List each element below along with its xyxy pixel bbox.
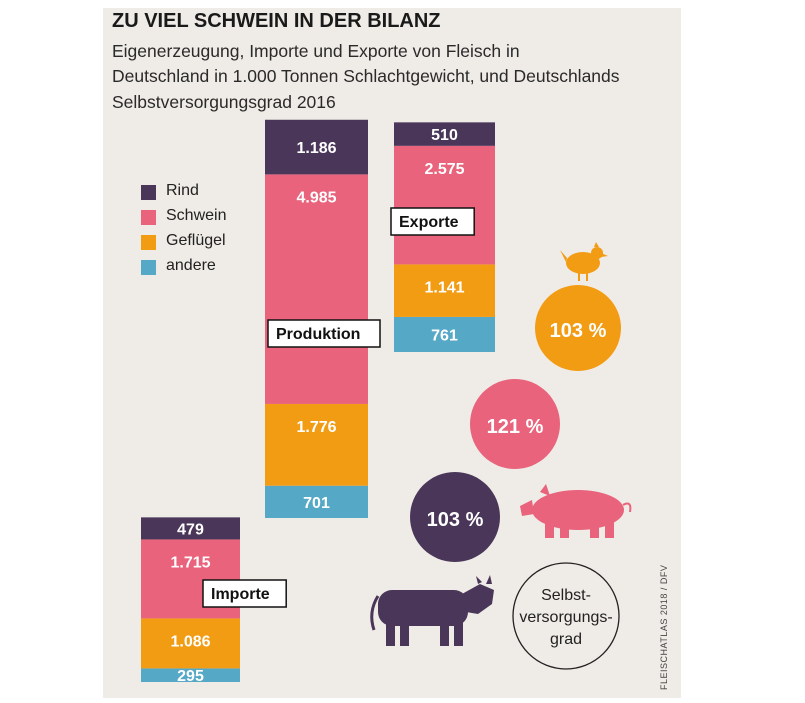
bar-produktion-schwein xyxy=(265,174,368,404)
value-label-importe-schwein: 1.715 xyxy=(170,554,210,571)
self-sufficiency-value-rind: 103 % xyxy=(427,509,484,531)
legend-swatch-andere xyxy=(141,260,156,275)
category-label-produktion: Produktion xyxy=(267,319,381,348)
self-sufficiency-rind: 103 % xyxy=(410,472,500,562)
bar-produktion-geflügel xyxy=(265,403,368,486)
svg-text:Produktion: Produktion xyxy=(276,326,360,343)
svg-text:Importe: Importe xyxy=(211,586,270,603)
value-label-importe-geflügel: 1.086 xyxy=(170,633,210,650)
chart-subtitle-line-2: Deutschland in 1.000 Tonnen Schlachtgewi… xyxy=(112,66,620,86)
self-sufficiency-circle-gefluegel xyxy=(535,285,621,371)
bar-exporte-andere xyxy=(394,316,495,352)
bars-layer: 701 1.776 4.985 1.186 761 1.141 2.575 510 295 1.0… xyxy=(141,119,495,685)
pig-icon xyxy=(520,484,632,538)
bar-produktion-andere xyxy=(265,485,368,518)
svg-text:Exporte: Exporte xyxy=(399,214,459,231)
chicken-icon xyxy=(560,242,608,281)
value-label-produktion-andere: 701 xyxy=(303,495,330,512)
value-label-produktion-geflügel: 1.776 xyxy=(296,419,336,436)
value-label-importe-rind: 479 xyxy=(177,521,204,538)
category-labels-layer: Produktion Exporte Importe xyxy=(202,207,475,608)
bar-importe-rind xyxy=(141,517,240,540)
bar-exporte-schwein xyxy=(394,145,495,265)
bar-importe-andere xyxy=(141,668,240,682)
self-sufficiency-gefluegel: 103 % xyxy=(535,285,621,371)
credit: FLEISCHATLAS 2018 / DFV xyxy=(659,564,669,690)
value-label-exporte-geflügel: 1.141 xyxy=(424,279,464,296)
category-label-importe: Importe xyxy=(202,579,287,608)
value-label-exporte-schwein: 2.575 xyxy=(424,161,464,178)
legend-label-andere: andere xyxy=(166,257,216,274)
legend-label-schwein: Schwein xyxy=(166,207,227,224)
bar-exporte-geflügel xyxy=(394,264,495,317)
value-label-importe-andere: 295 xyxy=(177,668,204,685)
value-label-exporte-rind: 510 xyxy=(431,127,458,144)
self-sufficiency-key: Selbst- versorgungs- grad xyxy=(512,562,620,670)
self-sufficiency-key-line-3: grad xyxy=(550,631,582,648)
chart-subtitle-line-1: Eigenerzeugung, Importe und Exporte von … xyxy=(112,41,520,61)
self-sufficiency-circle-schwein xyxy=(470,379,560,469)
self-sufficiency-key-line-2: versorgungs- xyxy=(519,609,612,626)
value-label-exporte-andere: 761 xyxy=(431,327,458,344)
legend-label-rind: Rind xyxy=(166,182,199,199)
value-label-produktion-rind: 1.186 xyxy=(296,140,336,157)
category-label-exporte: Exporte xyxy=(390,207,475,236)
self-sufficiency-value-gefluegel: 103 % xyxy=(550,320,607,342)
bar-exporte-rind xyxy=(394,122,495,146)
self-sufficiency-key-line-1: Selbst- xyxy=(541,587,591,604)
self-sufficiency-schwein: 121 % xyxy=(470,379,560,469)
value-label-produktion-schwein: 4.985 xyxy=(296,189,336,206)
legend-swatch-schwein xyxy=(141,210,156,225)
bar-produktion-rind xyxy=(265,119,368,175)
self-sufficiency-circle-rind xyxy=(410,472,500,562)
self-sufficiency-key-circle xyxy=(512,562,620,670)
chart-title: ZU VIEL SCHWEIN IN DER BILANZ xyxy=(112,10,441,32)
chart-subtitle-line-3: Selbstversorgungsgrad 2016 xyxy=(112,92,336,112)
legend-swatch-rind xyxy=(141,185,156,200)
bar-importe-geflügel xyxy=(141,618,240,669)
legend-swatch-gefluegel xyxy=(141,235,156,250)
legend-label-gefluegel: Geflügel xyxy=(166,232,226,249)
self-sufficiency-value-schwein: 121 % xyxy=(487,416,544,438)
cow-icon xyxy=(370,575,494,646)
